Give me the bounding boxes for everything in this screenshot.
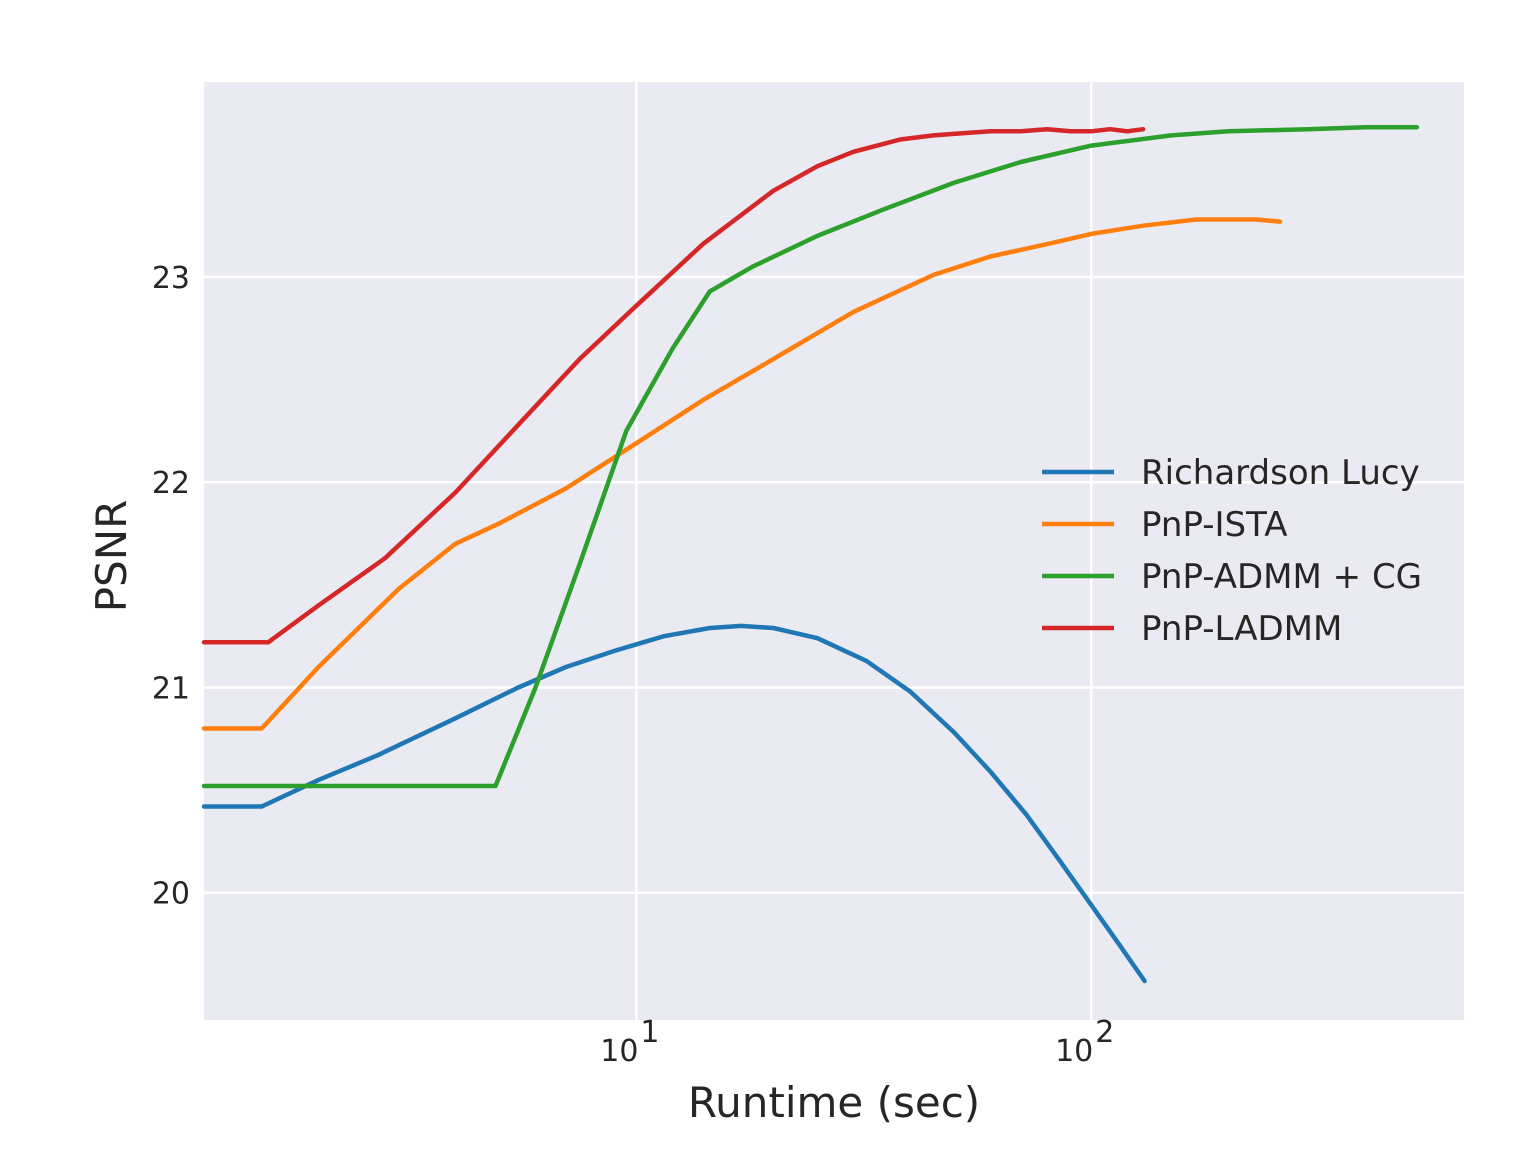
legend-entry-pnp-ista: PnP-ISTA bbox=[1042, 505, 1287, 545]
x-axis-label: Runtime (sec) bbox=[688, 1078, 980, 1127]
y-tick-label: 23 bbox=[152, 261, 190, 296]
grid bbox=[204, 82, 1464, 1020]
legend-label: PnP-LADMM bbox=[1141, 609, 1342, 649]
x-tick-exponent: 2 bbox=[1095, 1015, 1114, 1050]
x-tick-label: 102 bbox=[1055, 1015, 1114, 1069]
y-tick-label: 21 bbox=[152, 671, 190, 706]
legend: Richardson Lucy PnP-ISTA PnP-ADMM + CG PnP-… bbox=[1042, 453, 1422, 649]
series-line-pnp-admm-cg bbox=[201, 124, 1420, 789]
y-tick-label: 20 bbox=[152, 877, 190, 912]
series-layer bbox=[201, 124, 1420, 984]
legend-entry-richardson-lucy: Richardson Lucy bbox=[1042, 453, 1420, 493]
series-line-pnp-ista bbox=[201, 217, 1283, 731]
plot-background bbox=[204, 82, 1464, 1020]
legend-label: Richardson Lucy bbox=[1141, 453, 1420, 493]
legend-entry-pnp-ladmm: PnP-LADMM bbox=[1042, 609, 1342, 649]
y-tick-labels: 20 21 22 23 bbox=[152, 261, 190, 912]
x-tick-exponent: 1 bbox=[640, 1015, 659, 1050]
series-line-pnp-ladmm bbox=[201, 126, 1146, 645]
legend-label: PnP-ISTA bbox=[1141, 505, 1287, 545]
y-axis-label: PSNR bbox=[87, 500, 136, 613]
y-tick-label: 22 bbox=[152, 466, 190, 501]
x-tick-base: 10 bbox=[1055, 1034, 1093, 1069]
legend-entry-pnp-admm-cg: PnP-ADMM + CG bbox=[1042, 557, 1422, 597]
x-tick-label: 101 bbox=[600, 1015, 659, 1069]
series-line-richardson-lucy bbox=[201, 623, 1147, 984]
legend-label: PnP-ADMM + CG bbox=[1141, 557, 1422, 597]
x-tick-base: 10 bbox=[600, 1034, 638, 1069]
